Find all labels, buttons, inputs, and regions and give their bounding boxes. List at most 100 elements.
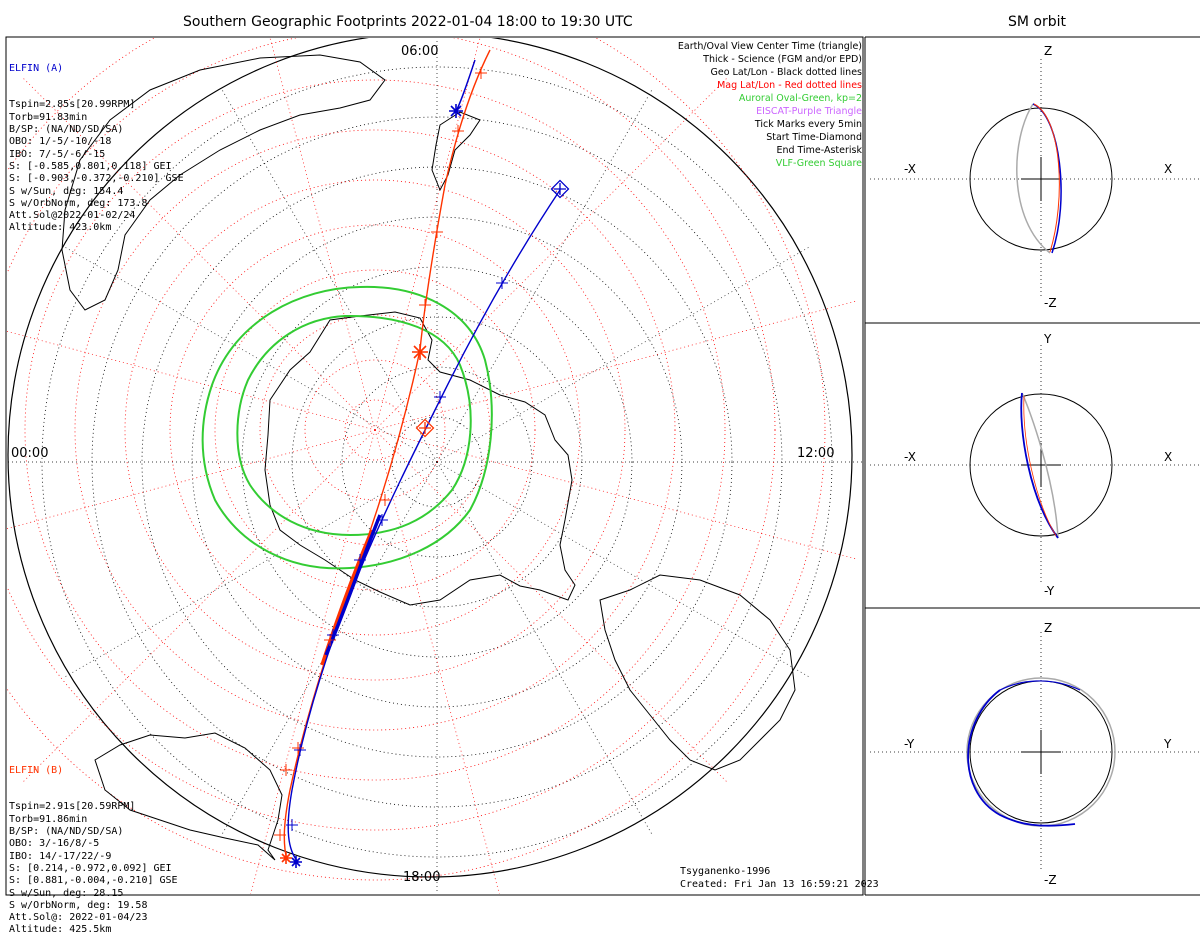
polar-map (7, 38, 862, 894)
sm1-bottom-label: -Z (1044, 296, 1057, 310)
elfin-a-tick (294, 744, 306, 756)
mag-meridian (374, 429, 500, 894)
geo-meridian (221, 89, 438, 463)
elfin-a-line: S w/Sun, deg: 154.4 (9, 185, 124, 197)
elfin-b-end-asterisk (280, 344, 428, 864)
elfin-b-line: Altitude: 425.5km (9, 924, 112, 936)
elfin-a-tick (376, 514, 388, 526)
australia-coastline (61, 54, 386, 311)
south-america-coastline (94, 732, 283, 861)
elfin-a-line: Tspin=2.85s[20.99RPM] (9, 99, 136, 111)
figure-canvas (5, 36, 1200, 896)
mag-meridian (374, 429, 859, 560)
sm3-right-label: Y (1164, 737, 1172, 751)
sm1-right-label: X (1164, 162, 1173, 176)
elfin-a-name: ELFIN (A) (9, 62, 64, 74)
elfin-b-line: IBO: 14/-17/22/-9 (9, 850, 112, 862)
elfin-a-tick (496, 277, 508, 289)
sm2-left-label: -X (904, 450, 916, 464)
elfin-a-line: S: [-0.903,-0.372,-0.210] GSE (9, 173, 184, 185)
elfin-b-start-diamond (415, 418, 435, 438)
elfin-b-line: Torb=91.86min (9, 813, 88, 825)
geo-latitude-circle (141, 166, 733, 758)
elfin-a-line: S w/OrbNorm, deg: 173.8 (9, 197, 148, 209)
elfin-b-tick (419, 299, 431, 311)
sm3-orbit-a-top (999, 680, 1081, 691)
map-label-top: 06:00 (401, 44, 439, 59)
elfin-b-line: S: [0.214,-0.972,0.092] GEI (9, 862, 172, 874)
sm1-orbit-a (1032, 103, 1062, 254)
elfin-b-line: S: [0.881,-0.004,-0.210] GSE (9, 875, 178, 887)
map-label-left: 00:00 (11, 446, 49, 461)
geo-latitude-circle (241, 266, 633, 658)
elfin-a-science (324, 514, 382, 656)
elfin-a-tick (286, 819, 298, 831)
elfin-b-tick (475, 67, 487, 79)
elfin-a-line: Att.Sol@2022-01-02/24 (9, 210, 136, 222)
sm1-left-label: -X (904, 162, 916, 176)
mag-meridian (269, 38, 376, 431)
map-label-right: 12:00 (797, 446, 835, 461)
sm-orbit-panels (870, 59, 1200, 872)
elfin-b-line: S w/Sun, deg: 28.15 (9, 887, 124, 899)
geo-latitude-circle (41, 66, 833, 858)
elfin-a-start-diamond (550, 179, 570, 199)
legend-entry: Start Time-Diamond (766, 132, 862, 143)
mag-latitude-circle (214, 269, 536, 591)
sm-orbit-title: SM orbit (1008, 14, 1067, 30)
mag-latitude-circle (259, 314, 491, 546)
legend-entry: Auroral Oval-Green, kp=2 (738, 93, 862, 104)
new-zealand-coastline (431, 111, 481, 192)
auroral-oval-outer (201, 285, 493, 570)
sm-earth-circle (969, 107, 1113, 251)
sm-panel-1 (870, 59, 1200, 299)
credits: Tsyganenko-1996 Created: Fri Jan 13 16:59… (680, 866, 879, 891)
sm2-orbit-gray (1021, 392, 1059, 539)
sm-panel-3 (870, 632, 1200, 872)
elfin-a-line: S: [-0.585,0.801,0.118] GEI (9, 160, 172, 172)
geo-meridian (64, 461, 438, 678)
geo-meridian (436, 461, 810, 678)
mag-meridian (374, 76, 729, 431)
elfin-a-end-asterisk (290, 104, 463, 868)
elfin-b-tick (292, 742, 304, 754)
elfin-a-info: ELFIN (A) Tspin=2.85s[20.99RPM] Torb=91.8… (9, 38, 184, 247)
mag-meridian (374, 300, 859, 431)
auroral-oval-inner (236, 314, 472, 537)
elfin-b-line: S w/OrbNorm, deg: 19.58 (9, 899, 148, 911)
elfin-b-line: Tspin=2.91s[20.59RPM] (9, 801, 136, 813)
geo-meridian (436, 461, 653, 835)
sm3-left-label: -Y (904, 737, 915, 751)
sm-earth-circle (969, 393, 1113, 537)
sm3-top-label: Z (1044, 621, 1053, 635)
elfin-a-tick (354, 554, 366, 566)
map-label-bottom: 18:00 (403, 870, 441, 885)
map-frame (5, 36, 864, 896)
elfin-a-line: Altitude: 423.0km (9, 222, 112, 234)
elfin-b-lines: Tspin=2.91s[20.59RPM] Torb=91.86min B/SP: … (9, 801, 178, 936)
legend-entry: VLF-Green Square (775, 158, 862, 169)
elfin-a-line: Torb=91.83min (9, 111, 88, 123)
mag-latitude-circle (304, 359, 446, 501)
legend-entry: End Time-Asterisk (776, 145, 862, 156)
mag-latitude-circle (7, 38, 826, 881)
elfin-b-tick (431, 226, 443, 238)
sm1-orbit-b (1033, 103, 1060, 253)
map-title: Southern Geographic Footprints 2022-01-0… (183, 14, 633, 30)
sm1-orbit-gray (1016, 103, 1051, 254)
legend-entry: Thick - Science (FGM and/or EPD) (703, 54, 862, 65)
legend: Earth/Oval View Center Time (triangle) Th… (678, 40, 862, 170)
antarctica-coastline (264, 311, 576, 606)
elfin-a-lines: Tspin=2.85s[20.99RPM] Torb=91.83min B/SP: … (9, 99, 184, 234)
sm1-top-label: Z (1044, 44, 1053, 58)
africa-coastline (599, 574, 796, 771)
sm2-orbit-b (1023, 395, 1057, 537)
sm-panel-2 (870, 345, 1200, 585)
mag-meridian (21, 429, 376, 784)
sm3-orbit-a (967, 689, 1076, 827)
sm3-bottom-label: -Z (1044, 873, 1057, 887)
elfin-b-tick (379, 494, 391, 506)
mag-latitude-circle (7, 38, 776, 831)
elfin-a-track-main (287, 189, 561, 863)
elfin-a-line: B/SP: (NA/ND/SD/SA) (9, 124, 124, 136)
